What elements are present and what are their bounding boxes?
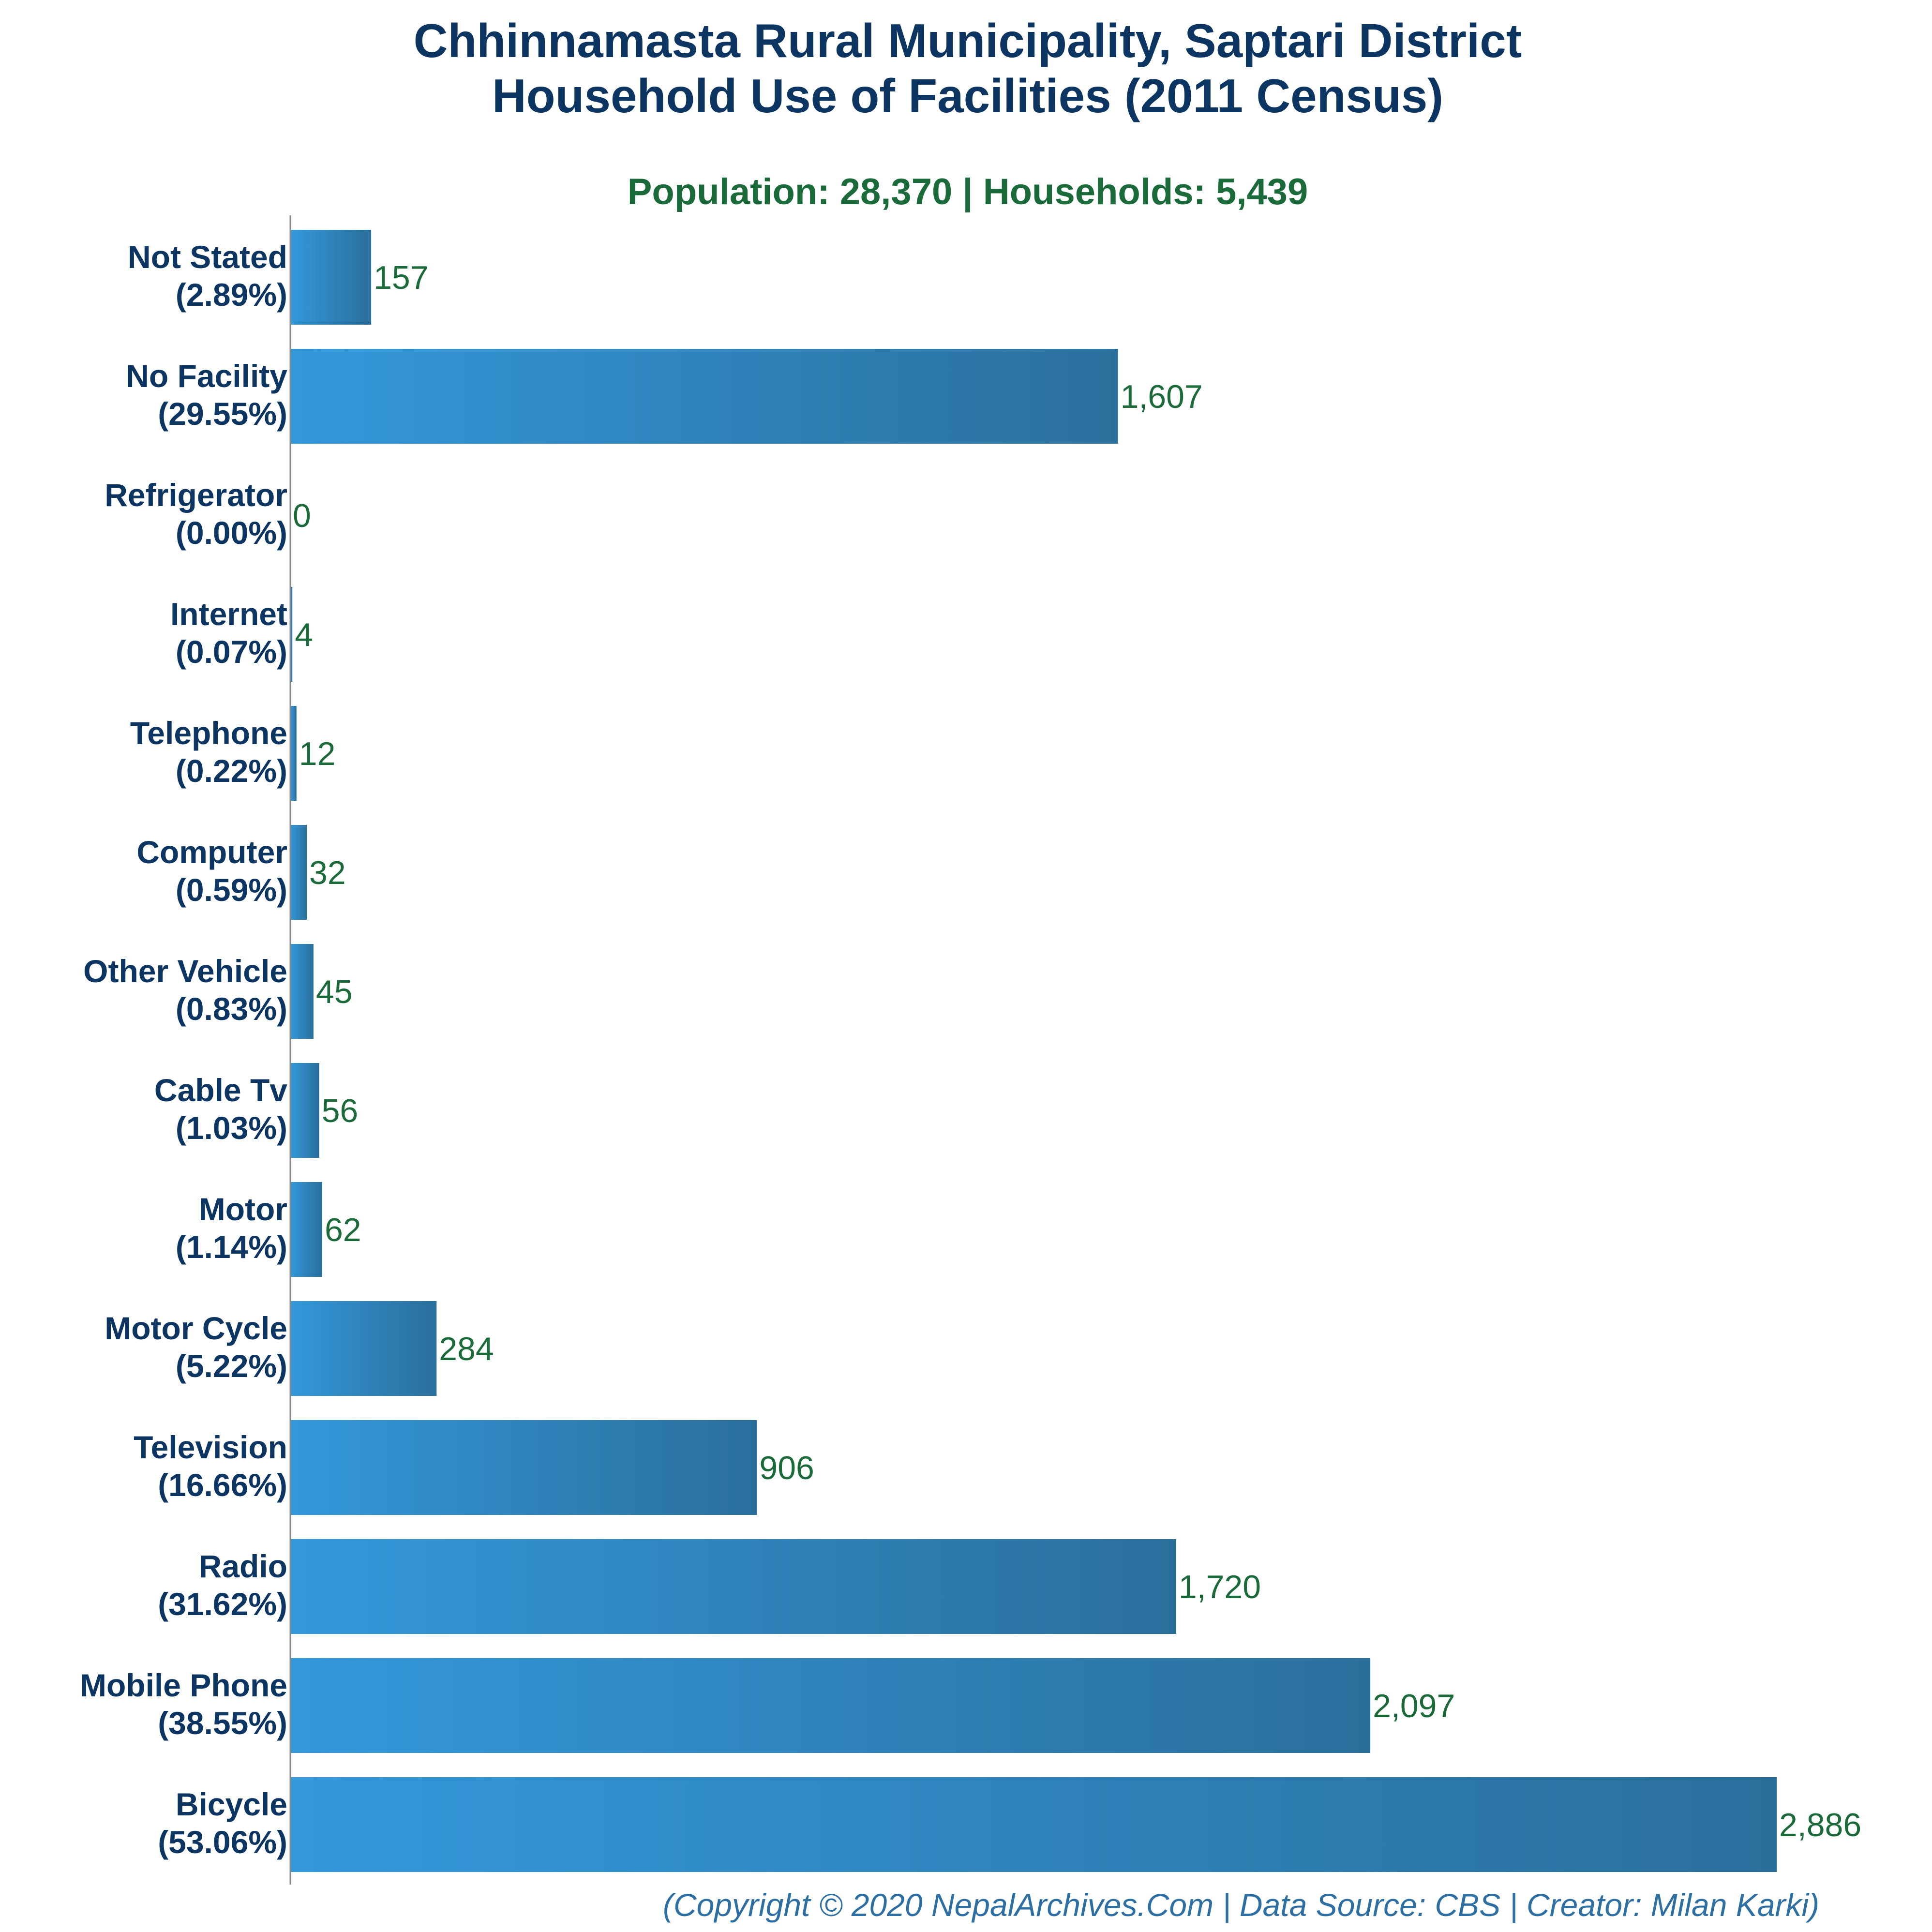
bar <box>290 349 1118 444</box>
percent-label: (0.83%) <box>176 991 287 1027</box>
category-label: Mobile Phone <box>80 1667 287 1703</box>
percent-label: (38.55%) <box>158 1705 287 1741</box>
percent-label: (0.22%) <box>176 753 287 789</box>
bar <box>290 1420 757 1515</box>
value-label: 32 <box>309 854 346 891</box>
category-label: Computer <box>136 834 287 870</box>
chart-subtitle: Population: 28,370 | Households: 5,439 <box>628 171 1308 213</box>
category-label: No Facility <box>126 358 287 394</box>
value-label: 45 <box>316 973 353 1010</box>
value-label: 2,886 <box>1779 1807 1861 1843</box>
chart-title-line-2: Household Use of Facilities (2011 Census… <box>492 69 1443 122</box>
category-label: Other Vehicle <box>83 953 287 989</box>
category-label: Motor <box>199 1191 287 1227</box>
category-label: Telephone <box>130 715 287 751</box>
category-label: Not Stated <box>128 239 287 275</box>
bar <box>290 1301 437 1396</box>
percent-label: (31.62%) <box>158 1586 287 1622</box>
percent-label: (16.66%) <box>158 1467 287 1503</box>
percent-label: (1.14%) <box>176 1229 287 1265</box>
bar <box>290 587 293 682</box>
percent-label: (0.00%) <box>176 515 287 551</box>
category-label: Radio <box>199 1548 287 1584</box>
bar <box>290 1539 1176 1634</box>
bar <box>290 825 307 920</box>
value-label: 4 <box>295 616 313 653</box>
bar <box>290 944 314 1039</box>
percent-label: (0.07%) <box>176 634 287 670</box>
category-label: Television <box>134 1429 287 1465</box>
chart-footer: (Copyright © 2020 NepalArchives.Com | Da… <box>663 1887 1819 1924</box>
category-label: Motor Cycle <box>105 1310 287 1346</box>
value-label: 157 <box>374 259 428 296</box>
value-label: 2,097 <box>1373 1688 1455 1724</box>
value-label: 0 <box>293 497 311 534</box>
category-label: Cable Tv <box>154 1072 287 1108</box>
value-label: 284 <box>439 1331 494 1367</box>
bar <box>290 706 297 801</box>
value-label: 56 <box>322 1093 359 1129</box>
category-label: Refrigerator <box>105 477 287 513</box>
category-label: Internet <box>170 596 287 632</box>
percent-label: (5.22%) <box>176 1348 287 1384</box>
value-label: 906 <box>759 1450 814 1486</box>
value-label: 1,607 <box>1121 378 1203 415</box>
chart-title-line-1: Chhinnamasta Rural Municipality, Saptari… <box>414 14 1522 67</box>
bar <box>290 230 372 325</box>
percent-label: (2.89%) <box>176 277 287 313</box>
percent-label: (1.03%) <box>176 1110 287 1146</box>
percent-label: (0.59%) <box>176 872 287 908</box>
bar <box>290 1063 319 1158</box>
value-label: 62 <box>325 1212 361 1248</box>
value-label: 1,720 <box>1179 1569 1261 1605</box>
value-label: 12 <box>299 735 336 772</box>
percent-label: (53.06%) <box>158 1824 287 1860</box>
bar <box>290 1658 1371 1753</box>
labels-layer: 157 Not Stated(2.89%) 1,607 No Facility(29.… <box>80 239 1861 1860</box>
bar <box>290 1182 322 1277</box>
category-label: Bicycle <box>176 1786 287 1822</box>
percent-label: (29.55%) <box>158 396 287 432</box>
bar <box>290 1777 1777 1872</box>
bars-layer <box>290 230 1777 1872</box>
